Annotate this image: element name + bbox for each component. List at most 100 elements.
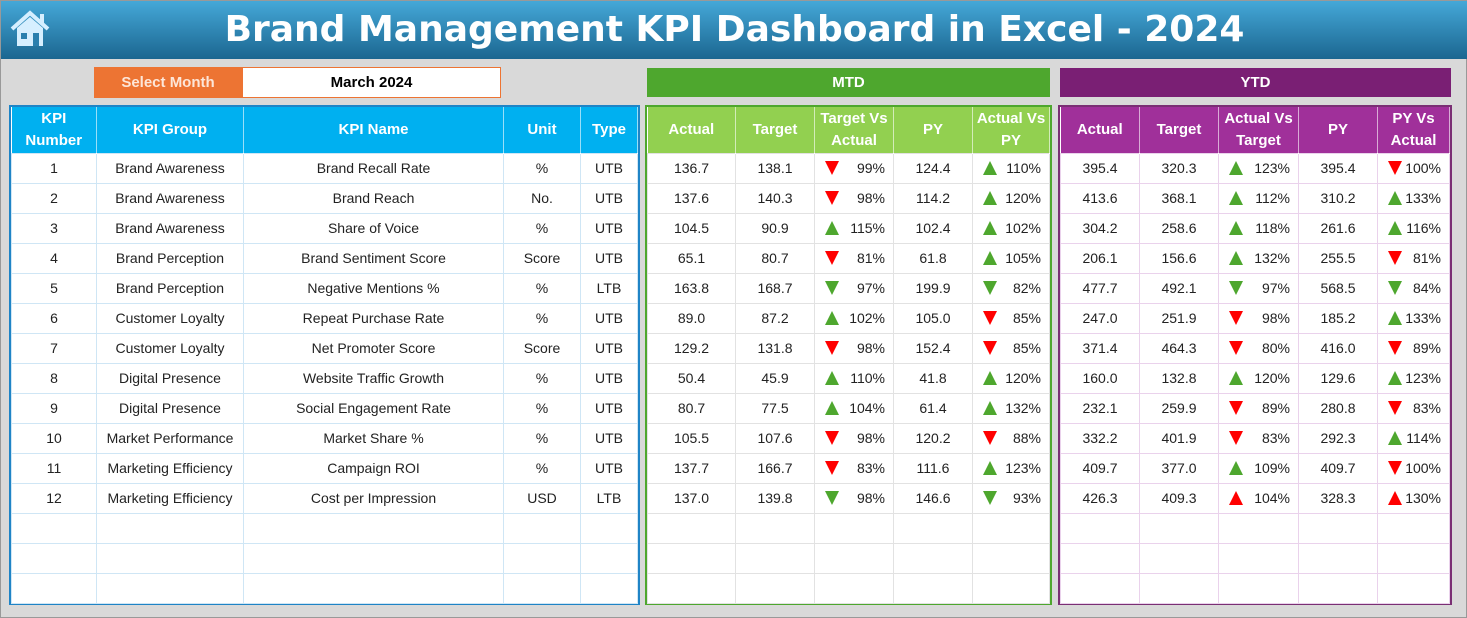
month-dropdown[interactable]: March 2024 — [242, 67, 501, 98]
status-indicator: 83% — [1378, 400, 1449, 416]
kpi-group-cell: Customer Loyalty — [96, 332, 244, 364]
kpi-name-cell — [243, 542, 504, 574]
status-indicator: 110% — [973, 160, 1049, 176]
status-indicator: 83% — [815, 460, 893, 476]
mtd-cell: 87.2 — [735, 302, 815, 334]
status-indicator: 98% — [815, 490, 893, 506]
status-indicator: 85% — [973, 340, 1049, 356]
kpi-type-cell: LTB — [580, 272, 638, 304]
triangle-down-red-icon — [1388, 401, 1402, 415]
kpi-type-cell — [580, 512, 638, 544]
kpi-num-cell: 7 — [11, 332, 97, 364]
mtd-cell: 137.6 — [647, 182, 736, 214]
home-icon[interactable] — [9, 9, 51, 49]
kpi-name-cell: Cost per Impression — [243, 482, 504, 514]
table-row: 65.1 80.7 81% 61.8 105% — [647, 242, 1050, 274]
percent-value: 98% — [856, 340, 885, 356]
percent-value: 104% — [849, 400, 885, 416]
table-row: 89.0 87.2 102% 105.0 85% — [647, 302, 1050, 334]
status-indicator: 83% — [1219, 430, 1298, 446]
column-header[interactable]: Target — [735, 107, 815, 153]
ytd-cell: 132.8 — [1139, 362, 1219, 394]
mtd-cell: 98% — [814, 482, 894, 514]
ytd-cell: 255.5 — [1298, 242, 1378, 274]
table-row: 426.3 409.3 104% 328.3 130% — [1060, 482, 1450, 514]
mtd-cell — [814, 572, 894, 604]
status-indicator: 118% — [1219, 220, 1298, 236]
ytd-cell: 259.9 — [1139, 392, 1219, 424]
ytd-cell: 97% — [1218, 272, 1299, 304]
mtd-cell: 107.6 — [735, 422, 815, 454]
table-row — [1060, 572, 1450, 604]
status-indicator: 88% — [973, 430, 1049, 446]
ytd-cell — [1377, 512, 1450, 544]
column-header[interactable]: PY — [1298, 107, 1378, 153]
column-header[interactable]: Unit — [503, 107, 581, 153]
mtd-cell: 77.5 — [735, 392, 815, 424]
mtd-cell: 115% — [814, 212, 894, 244]
column-header[interactable]: Actual — [647, 107, 736, 153]
status-indicator: 133% — [1378, 310, 1449, 326]
triangle-up-green-icon — [825, 311, 839, 325]
ytd-cell: 416.0 — [1298, 332, 1378, 364]
kpi-type-cell: UTB — [580, 152, 638, 184]
triangle-up-green-icon — [1229, 191, 1243, 205]
table-row: 136.7 138.1 99% 124.4 110% — [647, 152, 1050, 184]
kpi-group-cell: Customer Loyalty — [96, 302, 244, 334]
column-header[interactable]: Type — [580, 107, 638, 153]
status-indicator: 133% — [1378, 190, 1449, 206]
mtd-cell: 168.7 — [735, 272, 815, 304]
column-header[interactable]: Actual Vs PY — [972, 107, 1050, 153]
ytd-cell: 80% — [1218, 332, 1299, 364]
ytd-cell: 156.6 — [1139, 242, 1219, 274]
column-header[interactable]: Actual — [1060, 107, 1140, 153]
triangle-down-green-icon — [1229, 281, 1243, 295]
table-row: 160.0 132.8 120% 129.6 123% — [1060, 362, 1450, 394]
column-header[interactable]: PY — [893, 107, 973, 153]
table-row: 232.1 259.9 89% 280.8 83% — [1060, 392, 1450, 424]
triangle-up-green-icon — [825, 401, 839, 415]
column-header[interactable]: Target — [1139, 107, 1219, 153]
column-header[interactable]: Target Vs Actual — [814, 107, 894, 153]
select-month-label: Select Month — [94, 67, 242, 98]
kpi-name-cell: Website Traffic Growth — [243, 362, 504, 394]
column-header[interactable]: KPI Name — [243, 107, 504, 153]
kpi-type-cell: UTB — [580, 362, 638, 394]
kpi-name-cell: Brand Reach — [243, 182, 504, 214]
kpi-unit-cell: Score — [503, 332, 581, 364]
mtd-cell — [735, 572, 815, 604]
status-indicator: 84% — [1378, 280, 1449, 296]
percent-value: 83% — [1261, 430, 1290, 446]
ytd-cell: 568.5 — [1298, 272, 1378, 304]
triangle-down-red-icon — [825, 341, 839, 355]
kpi-name-cell: Social Engagement Rate — [243, 392, 504, 424]
status-indicator: 132% — [1219, 250, 1298, 266]
table-row: 105.5 107.6 98% 120.2 88% — [647, 422, 1050, 454]
kpi-group-cell: Brand Perception — [96, 272, 244, 304]
mtd-cell — [893, 572, 973, 604]
column-header[interactable]: Actual Vs Target — [1218, 107, 1299, 153]
triangle-up-red-icon — [1229, 491, 1243, 505]
kpi-group-cell: Brand Perception — [96, 242, 244, 274]
kpi-num-cell: 3 — [11, 212, 97, 244]
triangle-down-red-icon — [825, 251, 839, 265]
table-row: 137.0 139.8 98% 146.6 93% — [647, 482, 1050, 514]
percent-value: 83% — [1412, 400, 1441, 416]
triangle-up-green-icon — [825, 221, 839, 235]
mtd-band: MTD — [647, 68, 1050, 97]
percent-value: 81% — [1412, 250, 1441, 266]
mtd-cell: 138.1 — [735, 152, 815, 184]
ytd-cell: 133% — [1377, 302, 1450, 334]
ytd-cell: 83% — [1218, 422, 1299, 454]
mtd-cell: 89.0 — [647, 302, 736, 334]
ytd-cell: 123% — [1218, 152, 1299, 184]
percent-value: 116% — [1406, 220, 1441, 236]
mtd-cell: 131.8 — [735, 332, 815, 364]
mtd-cell: 99% — [814, 152, 894, 184]
status-indicator: 81% — [815, 250, 893, 266]
status-indicator: 130% — [1378, 490, 1449, 506]
triangle-down-red-icon — [983, 431, 997, 445]
column-header[interactable]: KPI Group — [96, 107, 244, 153]
column-header[interactable]: PY Vs Actual — [1377, 107, 1450, 153]
column-header[interactable]: KPI Number — [11, 107, 97, 153]
